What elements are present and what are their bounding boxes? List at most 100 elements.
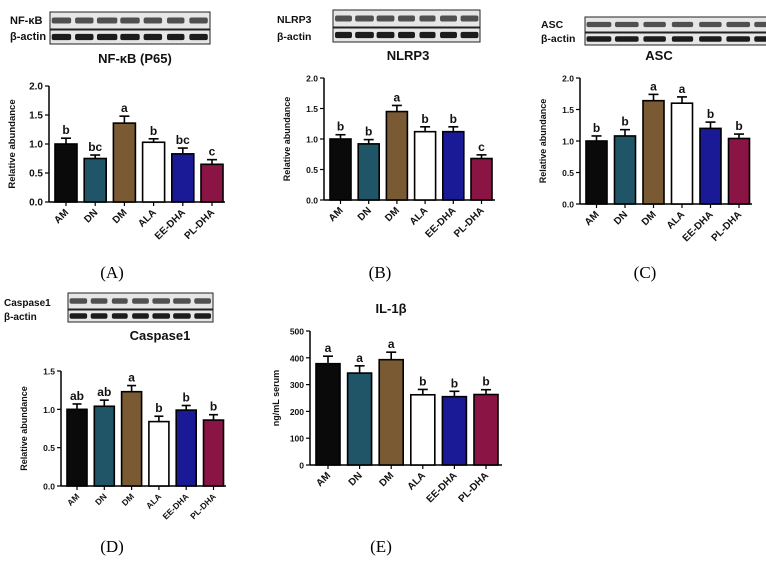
panel-label-b: (B) [369, 263, 392, 282]
bar-dn [613, 135, 637, 205]
significance-label: ab [70, 389, 84, 403]
western-blot-target [332, 9, 481, 28]
blot-band [96, 17, 118, 24]
significance-label: c [209, 145, 216, 159]
blot-band [143, 33, 163, 41]
x-tick-label: DM [640, 209, 659, 228]
blot-band [120, 17, 140, 24]
blot-band [419, 31, 436, 39]
y-tick-label: 1.5 [306, 104, 318, 114]
x-tick-label: DM [383, 205, 402, 224]
y-tick-label: 0 [299, 461, 304, 471]
bar-pl-dha [727, 137, 751, 205]
x-tick-label: ALA [136, 207, 158, 229]
y-tick-label: 0.0 [43, 482, 55, 492]
blot-band [173, 298, 191, 304]
significance-label: a [388, 337, 395, 351]
blot-band [96, 33, 118, 41]
chart-panel-c: ASC β-actin ASC 0.0 0.5 1.0 1.5 2.0 Relative abu… [538, 19, 752, 244]
x-tick-label: PL-DHA [710, 209, 744, 243]
x-tick-label: AM [52, 207, 71, 226]
x-tick-label: AM [327, 205, 346, 224]
significance-label: bc [88, 140, 102, 154]
chart-panel-e: IL-1β 0 100 200 300 400 500 ng/mL serum a AM a DN a D… [271, 301, 502, 505]
blot-band [398, 31, 415, 39]
x-tick-label: EE-DHA [425, 470, 460, 505]
blot-band [111, 313, 128, 319]
blot-band [75, 17, 94, 24]
bar-pl-dha [202, 419, 225, 487]
blot-band [194, 298, 212, 304]
x-tick-label: DN [82, 207, 100, 225]
significance-label: b [593, 121, 600, 135]
panel-letter-e: E [376, 537, 386, 556]
blot-band [699, 36, 722, 42]
blot-band [440, 15, 457, 22]
blot-band [194, 313, 212, 319]
y-tick-label: 1.0 [306, 135, 318, 145]
y-tick-label: 1.5 [29, 111, 43, 122]
bar-ala [670, 102, 694, 205]
significance-label: a [679, 82, 686, 96]
bar-pl-dha [473, 393, 499, 466]
bar-dm [378, 358, 405, 466]
significance-label: b [621, 115, 628, 129]
western-blot-target [584, 16, 766, 33]
chart-title: NLRP3 [387, 48, 430, 63]
blot-band [75, 33, 94, 41]
x-tick-label: AM [583, 209, 602, 228]
blot-band [586, 21, 612, 28]
significance-label: b [150, 124, 157, 138]
y-tick-label: 0.5 [43, 443, 55, 453]
blot-band [419, 15, 436, 22]
y-tick-label: 500 [290, 327, 304, 337]
blot-band [69, 313, 88, 319]
bar-ee-dha [699, 127, 722, 205]
blot-band [614, 36, 639, 42]
blot-band [460, 15, 479, 22]
x-tick-label: PL-DHA [452, 205, 486, 239]
significance-label: b [707, 107, 714, 121]
y-axis-label: ng/mL serum [271, 370, 281, 426]
bar-pl-dha [470, 157, 493, 201]
blot-band [699, 21, 722, 28]
significance-label: a [650, 79, 657, 93]
blot-band [726, 21, 751, 28]
y-axis-label: Relative abundance [282, 97, 292, 182]
significance-label: b [451, 376, 458, 390]
blot-band [189, 17, 208, 24]
significance-label: b [365, 125, 372, 139]
blot-band [643, 21, 666, 28]
panel-letter-a: A [106, 263, 119, 282]
blot-band [152, 298, 171, 304]
blot-label-actin: β-actin [4, 312, 37, 323]
bar-am [315, 362, 341, 466]
blot-band [643, 36, 666, 42]
bar-pl-dha [200, 163, 224, 203]
y-tick-label: 0.0 [562, 200, 574, 210]
x-tick-label: EE-DHA [153, 207, 188, 242]
significance-label: b [210, 400, 217, 414]
significance-label: b [155, 401, 162, 415]
x-tick-label: AM [65, 491, 81, 507]
significance-label: a [128, 371, 135, 385]
blot-band [69, 298, 88, 304]
significance-label: ab [97, 385, 111, 399]
significance-label: a [325, 341, 332, 355]
significance-label: b [450, 112, 457, 126]
blot-band [166, 17, 185, 24]
blot-band [132, 298, 149, 304]
blot-band [335, 15, 352, 22]
bar-ee-dha [441, 395, 468, 466]
x-tick-label: PL-DHA [457, 470, 491, 504]
blot-band [754, 36, 766, 42]
panel-label-a: (A) [100, 263, 124, 282]
significance-label: b [419, 374, 426, 388]
significance-label: b [337, 120, 344, 134]
blot-band [440, 31, 457, 39]
blot-label-target: NF-κB [10, 15, 42, 27]
panel-label-e: (E) [370, 537, 392, 556]
bar-ala [409, 393, 436, 466]
significance-label: b [421, 112, 428, 126]
y-tick-label: 100 [290, 434, 304, 444]
